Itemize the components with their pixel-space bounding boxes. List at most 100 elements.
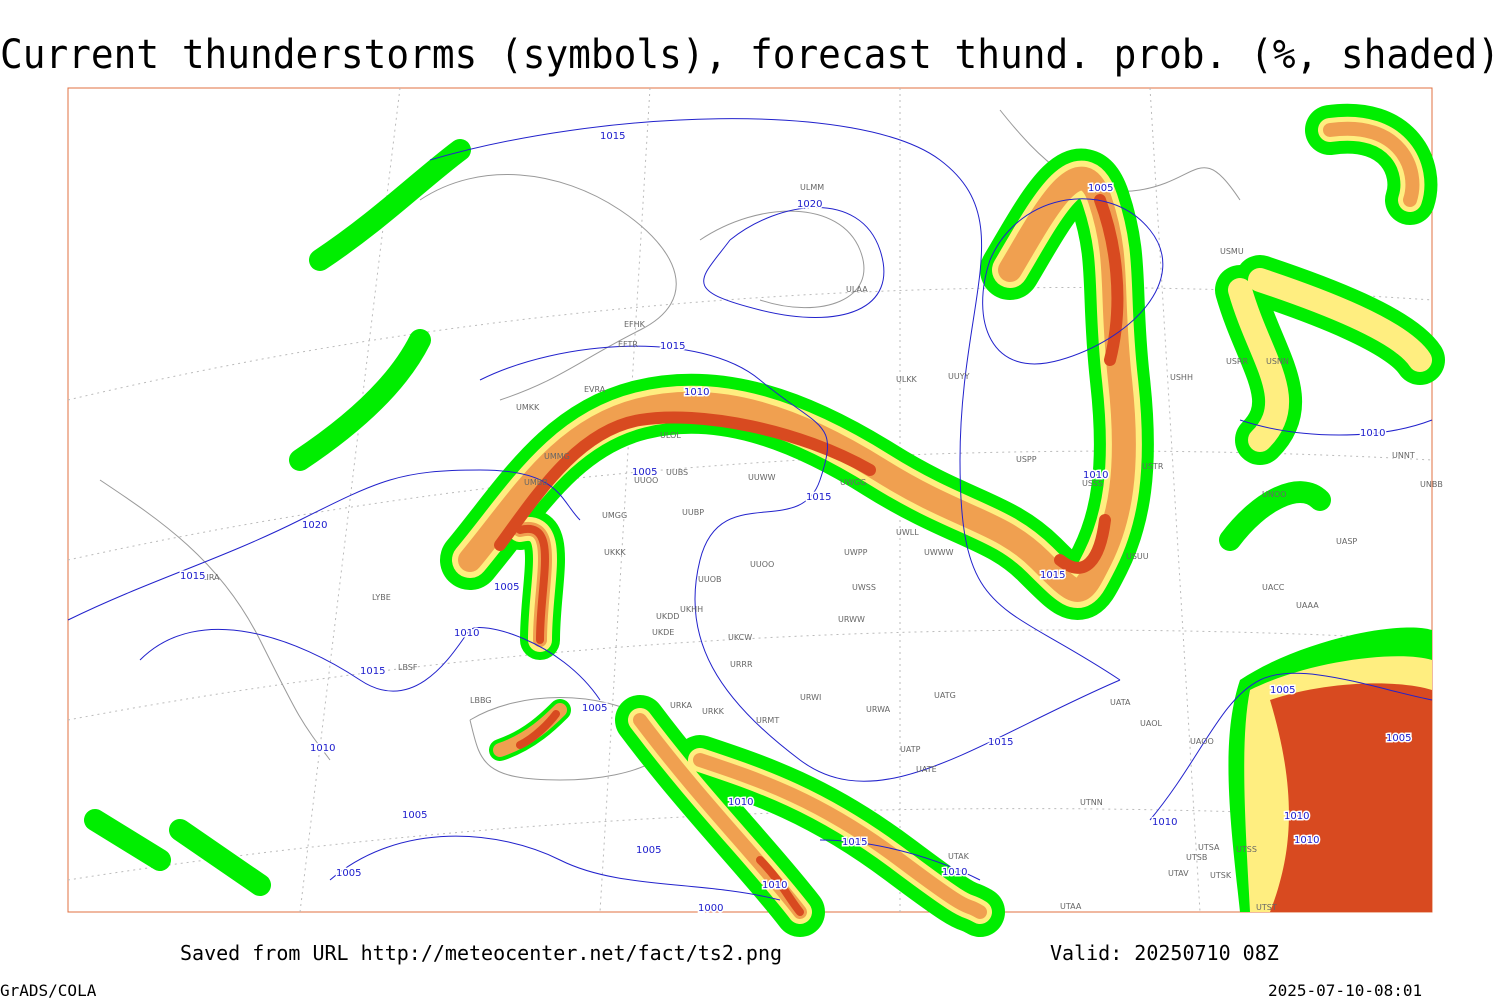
isobar-label: 1005 — [336, 868, 361, 879]
station-label: ULKK — [896, 375, 918, 384]
isobar-label: 1015 — [180, 571, 205, 582]
isobar-label: 1000 — [698, 903, 723, 914]
station-label: UATG — [934, 691, 956, 700]
isobar-label: 1005 — [582, 703, 607, 714]
storm-probability — [84, 103, 1445, 937]
isobar-label: 1015 — [1040, 570, 1065, 581]
isobar-label: 1005 — [1270, 685, 1295, 696]
isobar-label: 1015 — [360, 666, 385, 677]
station-label: URWI — [800, 693, 821, 702]
isobar-label: 1005 — [1386, 733, 1411, 744]
station-label: UKDD — [656, 612, 679, 621]
isobar-label: 1010 — [454, 628, 479, 639]
station-label: UWSS — [852, 583, 876, 592]
isobar-label: 1010 — [310, 743, 335, 754]
isobar-label: 1005 — [1088, 183, 1113, 194]
station-label: LYBE — [372, 593, 391, 602]
station-label: USHH — [1170, 373, 1193, 382]
isobar-label: 1010 — [1360, 428, 1385, 439]
software: GrADS/COLA — [0, 981, 97, 1000]
isobar-label: 1020 — [302, 520, 327, 531]
station-label: UTAV — [1168, 869, 1189, 878]
station-label: USRR — [1226, 357, 1248, 366]
isobar-label: 1005 — [402, 810, 427, 821]
station-label: UKDE — [652, 628, 674, 637]
station-label: UUYY — [948, 372, 970, 381]
station-label: UTST — [1256, 903, 1277, 912]
isobar-label: 1020 — [797, 199, 822, 210]
station-label: USTR — [1142, 462, 1164, 471]
station-label: UATP — [900, 745, 921, 754]
station-label: UNNT — [1392, 451, 1415, 460]
valid-time: Valid: 20250710 08Z — [1050, 941, 1279, 965]
timestamp: 2025-07-10-08:01 — [1268, 981, 1422, 1000]
station-label: UACC — [1262, 583, 1285, 592]
station-label: USNN — [1266, 357, 1289, 366]
station-label: UAOL — [1140, 719, 1162, 728]
isobar-label: 1010 — [684, 387, 709, 398]
station-label: UATE — [916, 765, 937, 774]
isobar-label: 1015 — [600, 131, 625, 142]
isobar-label: 1015 — [842, 837, 867, 848]
station-label: UUBP — [682, 508, 704, 517]
isobar-label: 1005 — [494, 582, 519, 593]
station-label: UTNN — [1080, 798, 1103, 807]
map-area: ULMM ULAA EFHK EFTR EVRA UMKK ULOL UMMG UMBB UUBS… — [67, 87, 1445, 937]
station-label: UWGG — [840, 478, 866, 487]
station-label: ULMM — [800, 183, 824, 192]
station-label: UTSA — [1198, 843, 1220, 852]
station-label: LBSF — [398, 663, 418, 672]
station-label: URWW — [838, 615, 865, 624]
station-label: ULOL — [660, 431, 681, 440]
station-label: UNBB — [1420, 480, 1443, 489]
station-label: UWLL — [896, 528, 919, 537]
isobar-labels: 1015 1020 1005 1015 1010 1005 1015 1020 1015 1005… — [179, 130, 1413, 916]
isobar-label: 1010 — [1152, 817, 1177, 828]
isobars — [67, 118, 1433, 901]
station-label: LBBG — [470, 696, 492, 705]
station-label: URKK — [702, 707, 725, 716]
isobar-label: 1015 — [660, 341, 685, 352]
station-label: URRR — [730, 660, 753, 669]
isobar-label: 1015 — [988, 737, 1013, 748]
station-label: URWA — [866, 705, 891, 714]
station-label: UUWW — [748, 473, 776, 482]
station-label: UTAK — [948, 852, 970, 861]
station-label: EVRA — [584, 385, 606, 394]
source-note: Saved from URL http://meteocenter.net/fa… — [180, 941, 782, 965]
isobar-label: 1010 — [942, 867, 967, 878]
station-label: UUOB — [698, 575, 722, 584]
station-label: URMT — [756, 716, 779, 725]
station-label: UUBS — [666, 468, 688, 477]
station-label: UUOO — [750, 560, 774, 569]
station-label: UTSB — [1186, 853, 1207, 862]
station-label: UMMG — [544, 452, 570, 461]
station-label: UTAA — [1060, 902, 1082, 911]
station-label: EFTR — [618, 340, 638, 349]
station-label: UTSK — [1210, 871, 1232, 880]
station-label: UTSS — [1236, 845, 1257, 854]
station-label: USSS — [1082, 479, 1103, 488]
isobar-label: 1010 — [762, 880, 787, 891]
station-label: UMKK — [516, 403, 540, 412]
station-label: UUOO — [634, 476, 658, 485]
isobar-label: 1010 — [1294, 835, 1319, 846]
station-label: EFHK — [624, 320, 646, 329]
station-label: UKCW — [728, 633, 752, 642]
isobar-label: 1005 — [632, 467, 657, 478]
isobar-label: 1010 — [1083, 470, 1108, 481]
station-label: UKKK — [604, 548, 626, 557]
isobar-label: 1015 — [806, 492, 831, 503]
title: Current thunderstorms (symbols), forecas… — [0, 32, 1500, 78]
isobar-label: 1005 — [636, 845, 661, 856]
isobar-label: 1010 — [1284, 811, 1309, 822]
station-label: UMGG — [602, 511, 627, 520]
station-label: UNOO — [1262, 490, 1286, 499]
station-label: UWWW — [924, 548, 954, 557]
station-label: URKA — [670, 701, 693, 710]
station-label: LIRA — [202, 573, 220, 582]
isobar-label: 1010 — [728, 797, 753, 808]
station-label: UMBB — [524, 478, 548, 487]
station-label: UAOO — [1190, 737, 1214, 746]
